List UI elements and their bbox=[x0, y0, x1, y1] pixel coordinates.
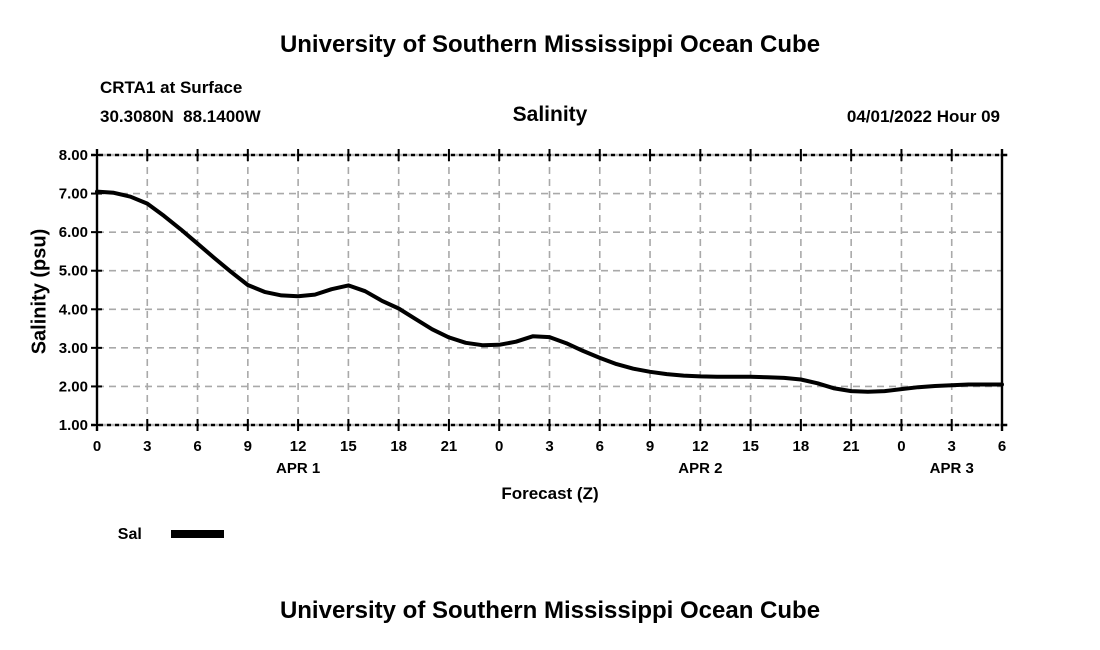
day-label: APR 3 bbox=[930, 460, 974, 477]
legend-label: Sal bbox=[117, 526, 142, 543]
x-tick-label: 6 bbox=[193, 438, 201, 455]
day-label: APR 2 bbox=[678, 460, 722, 477]
x-tick-label: 18 bbox=[793, 438, 810, 455]
x-tick-label: 12 bbox=[290, 438, 307, 455]
x-tick-label: 9 bbox=[646, 438, 654, 455]
y-tick-label: 1.00 bbox=[59, 417, 88, 434]
legend: Sal bbox=[100, 508, 224, 543]
y-tick-label: 3.00 bbox=[59, 340, 88, 357]
y-tick-label: 4.00 bbox=[59, 301, 88, 318]
footer-title: University of Southern Mississippi Ocean… bbox=[279, 597, 821, 624]
x-tick-label: 12 bbox=[692, 438, 709, 455]
x-tick-label: 15 bbox=[742, 438, 759, 455]
y-tick-label: 2.00 bbox=[59, 378, 88, 395]
chart-variable-title: Salinity bbox=[512, 103, 588, 126]
y-tick-label: 7.00 bbox=[59, 186, 88, 203]
x-tick-label: 0 bbox=[93, 438, 101, 455]
x-axis-label: Forecast (Z) bbox=[501, 484, 599, 503]
y-tick-label: 5.00 bbox=[59, 263, 88, 280]
y-tick-label: 6.00 bbox=[59, 224, 88, 241]
x-tick-label: 6 bbox=[998, 438, 1006, 455]
forecast-datetime: 04/01/2022 Hour 09 bbox=[846, 107, 1000, 126]
legend-line-swatch bbox=[170, 530, 224, 538]
x-tick-label: 3 bbox=[545, 438, 553, 455]
page-title: University of Southern Mississippi Ocean… bbox=[279, 31, 821, 58]
x-tick-label: 21 bbox=[441, 438, 458, 455]
salinity-line bbox=[95, 189, 1004, 394]
y-tick-label: 8.00 bbox=[59, 147, 88, 164]
station-name: CRTA1 at Surface bbox=[100, 78, 243, 97]
x-tick-label: 0 bbox=[897, 438, 905, 455]
x-tick-label: 3 bbox=[948, 438, 956, 455]
x-tick-label: 21 bbox=[843, 438, 860, 455]
x-tick-label: 18 bbox=[390, 438, 407, 455]
x-tick-label: 9 bbox=[244, 438, 252, 455]
day-label: APR 1 bbox=[276, 460, 320, 477]
x-tick-label: 3 bbox=[143, 438, 151, 455]
x-tick-label: 15 bbox=[340, 438, 357, 455]
x-tick-label: 6 bbox=[596, 438, 604, 455]
x-tick-label: 0 bbox=[495, 438, 503, 455]
station-coordinates: 30.3080N 88.1400W bbox=[100, 107, 261, 126]
